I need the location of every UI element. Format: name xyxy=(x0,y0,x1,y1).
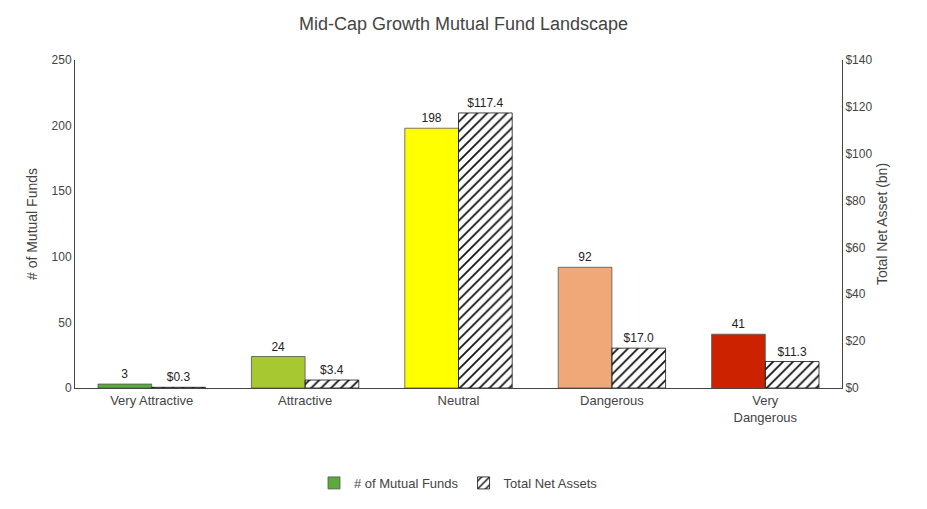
svg-text:41: 41 xyxy=(732,317,746,331)
svg-text:Total Net Asset (bn): Total Net Asset (bn) xyxy=(874,163,890,285)
svg-text:50: 50 xyxy=(58,316,72,330)
svg-text:250: 250 xyxy=(52,53,72,67)
svg-text:Dangerous: Dangerous xyxy=(580,393,644,408)
svg-text:# of Mutual Funds: # of Mutual Funds xyxy=(24,168,40,280)
svg-text:VeryDangerous: VeryDangerous xyxy=(733,393,797,425)
svg-text:Total Net Assets: Total Net Assets xyxy=(504,476,598,491)
svg-text:$100: $100 xyxy=(845,147,872,161)
svg-text:$0.3: $0.3 xyxy=(167,370,191,384)
svg-text:200: 200 xyxy=(52,119,72,133)
svg-text:24: 24 xyxy=(271,340,285,354)
svg-text:150: 150 xyxy=(52,184,72,198)
svg-text:Mid-Cap Growth Mutual Fund Lan: Mid-Cap Growth Mutual Fund Landscape xyxy=(299,14,628,34)
svg-text:$11.3: $11.3 xyxy=(777,345,806,359)
svg-text:$117.4: $117.4 xyxy=(467,96,503,110)
svg-text:92: 92 xyxy=(578,250,592,264)
svg-text:$80: $80 xyxy=(845,194,865,208)
svg-text:3: 3 xyxy=(121,367,128,381)
svg-text:$3.4: $3.4 xyxy=(320,363,344,377)
svg-text:$0: $0 xyxy=(845,381,859,395)
svg-text:Very Attractive: Very Attractive xyxy=(110,393,193,408)
svg-text:100: 100 xyxy=(52,250,72,264)
svg-text:$40: $40 xyxy=(845,287,865,301)
svg-text:$120: $120 xyxy=(845,100,872,114)
svg-text:$20: $20 xyxy=(845,334,865,348)
svg-text:$17.0: $17.0 xyxy=(624,331,654,345)
svg-text:0: 0 xyxy=(65,381,72,395)
svg-text:$60: $60 xyxy=(845,241,865,255)
svg-text:198: 198 xyxy=(421,111,441,125)
svg-text:Attractive: Attractive xyxy=(278,393,332,408)
svg-text:$140: $140 xyxy=(845,53,872,67)
svg-text:# of Mutual Funds: # of Mutual Funds xyxy=(354,476,459,491)
svg-text:Neutral: Neutral xyxy=(438,393,480,408)
